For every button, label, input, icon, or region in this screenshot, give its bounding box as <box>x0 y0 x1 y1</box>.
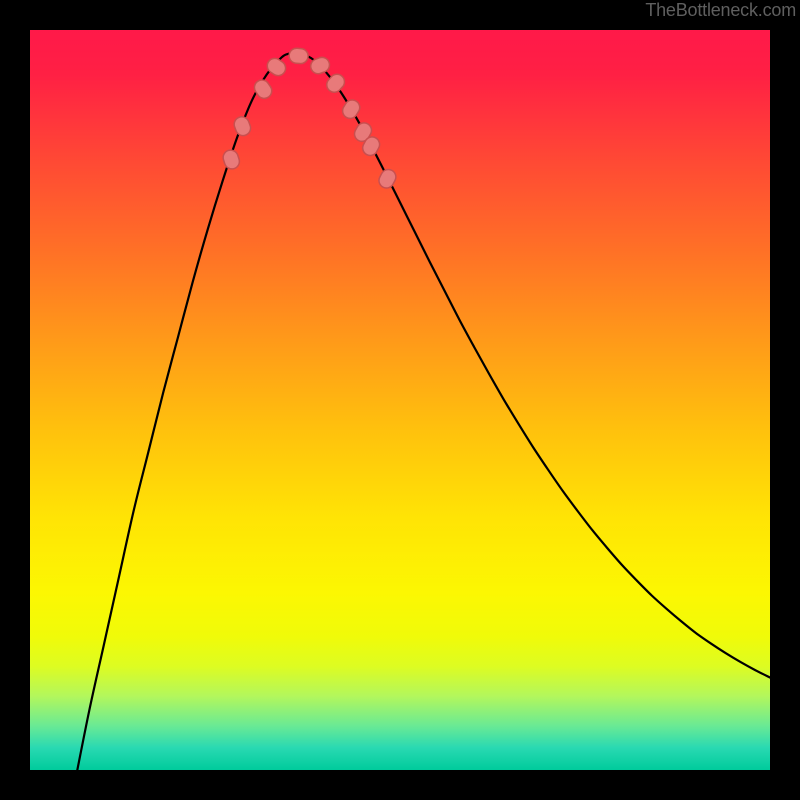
bottleneck-curve <box>30 30 770 770</box>
watermark-text: TheBottleneck.com <box>645 0 796 21</box>
curve-line <box>74 53 770 770</box>
marker <box>264 55 288 78</box>
curve-markers <box>221 48 398 191</box>
plot-area <box>30 30 770 770</box>
marker <box>252 77 275 101</box>
marker <box>289 48 309 65</box>
marker <box>221 148 241 171</box>
marker <box>232 115 253 138</box>
marker <box>340 97 363 121</box>
marker <box>376 167 398 191</box>
chart-frame: TheBottleneck.com <box>0 0 800 800</box>
